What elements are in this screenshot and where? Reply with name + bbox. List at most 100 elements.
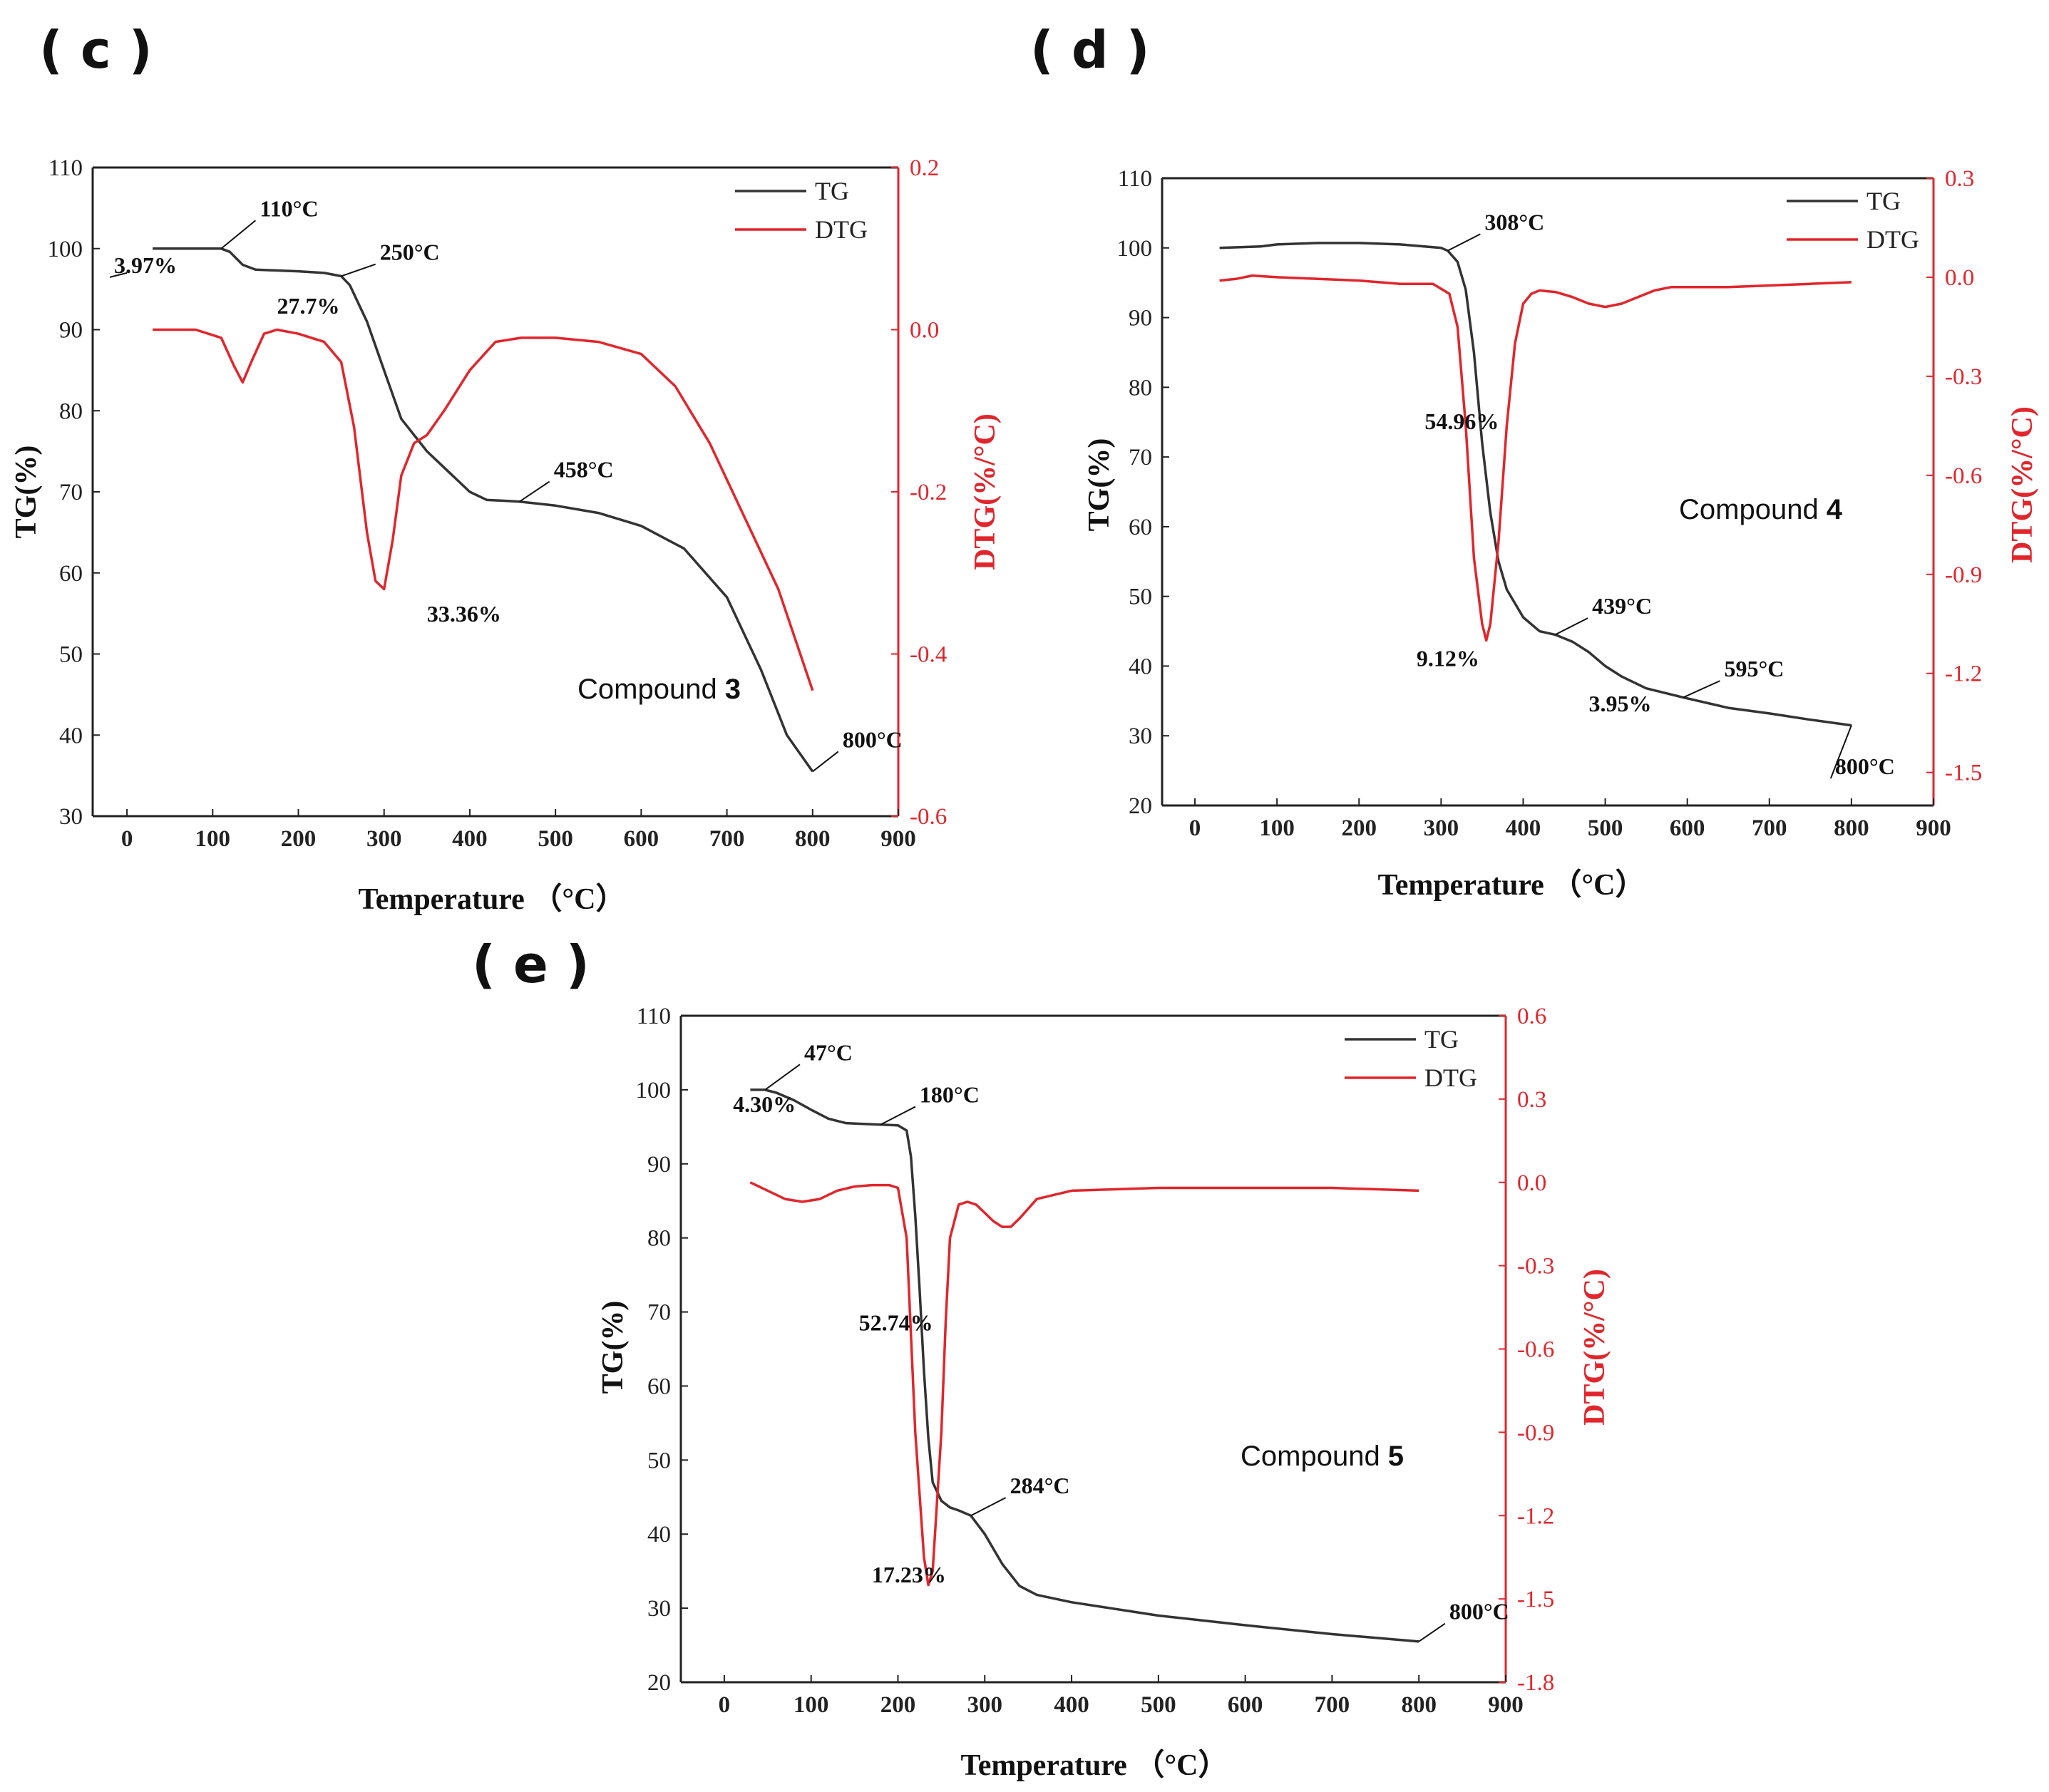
y2-tick-label: -1.2 (1517, 1503, 1554, 1529)
y-tick-label: 90 (1129, 306, 1152, 331)
x-tick-label: 200 (1342, 815, 1377, 841)
annotation-pointer (970, 1497, 1007, 1517)
panel-label: ( d ) (1030, 20, 1149, 80)
compound-number: 3 (725, 674, 741, 705)
x-tick-label: 300 (1424, 815, 1459, 841)
annotation-label: 458°C (554, 457, 614, 483)
y-tick-label: 40 (647, 1522, 671, 1548)
y-tick-label: 100 (1117, 236, 1153, 262)
annotation-pointer (1829, 725, 1852, 779)
legend-label-tg: TG (815, 177, 849, 205)
chart-panel-0: ( c ) 0 100 200 300 400 500 600 700 800 900 30 40 50 6… (10, 20, 1002, 916)
x-tick-label: 800 (795, 826, 831, 852)
y2-tick-label: 0.6 (1517, 1004, 1546, 1029)
compound-prefix: Compound (577, 674, 725, 705)
y2-tick-label: 0.0 (1517, 1170, 1546, 1196)
x-tick-label: 600 (1228, 1692, 1263, 1718)
y2-tick-label: -0.9 (1945, 562, 1982, 588)
y-axis-title: TG(%) (1083, 438, 1116, 532)
annotation-label: 250°C (380, 240, 440, 265)
y2-tick-label: -0.3 (1945, 364, 1982, 390)
legend-label-dtg: DTG (1866, 225, 1919, 254)
annotation-label: 17.23% (872, 1562, 946, 1587)
annotation-label: 180°C (920, 1082, 980, 1108)
y-tick-label: 50 (1129, 585, 1152, 610)
y2-tick-label: -0.4 (910, 642, 947, 668)
annotation-label: 3.97% (114, 252, 177, 278)
x-tick-label: 100 (1259, 815, 1295, 841)
x-tick-label: 0 (1189, 815, 1201, 841)
compound-prefix: Compound (1241, 1441, 1388, 1472)
legend-label-tg: TG (1866, 187, 1901, 215)
annotation-label: 439°C (1592, 593, 1652, 619)
y2-tick-label: -0.2 (910, 480, 947, 505)
y-tick-label: 70 (1129, 445, 1152, 470)
compound-number: 5 (1388, 1441, 1404, 1472)
annotation-pointer (220, 220, 257, 249)
y-tick-label: 20 (647, 1670, 671, 1696)
annotation-label: 4.30% (733, 1091, 796, 1117)
y-tick-label: 110 (1118, 166, 1152, 192)
y2-tick-label: -0.9 (1517, 1420, 1554, 1446)
y2-tick-label: -0.3 (1517, 1254, 1554, 1279)
annotation-pointer (1554, 617, 1588, 636)
x-axis-title: Temperature （°C） (359, 882, 626, 916)
series-line-dtg (1219, 274, 1852, 642)
chart-panel-1: ( d ) 0 100 200 300 400 500 600 700 800 900 20 30 40 5… (1030, 20, 2039, 902)
annotation-label: 54.96% (1424, 408, 1499, 434)
y2-tick-label: -0.6 (910, 804, 947, 830)
x-axis-title: Temperature （°C） (1378, 868, 1645, 902)
y2-tick-label: -0.6 (1517, 1337, 1554, 1363)
x-tick-label: 700 (1752, 815, 1787, 841)
y2-axis-title: DTG(%/°C) (969, 413, 1002, 570)
series-line-dtg (153, 328, 814, 691)
annotation-label: 800°C (843, 726, 903, 752)
compound-label: Compound 3 (577, 674, 741, 705)
x-tick-label: 0 (121, 826, 133, 852)
y2-tick-label: 0.3 (1945, 166, 1974, 192)
compound-prefix: Compound (1679, 494, 1827, 525)
y-tick-label: 100 (48, 237, 83, 262)
y-tick-label: 50 (59, 642, 83, 668)
y2-tick-label: 0.0 (910, 318, 939, 344)
y-tick-label: 60 (647, 1374, 671, 1399)
x-tick-label: 600 (1670, 815, 1705, 841)
annotation-label: 800°C (1835, 753, 1895, 779)
y-tick-label: 70 (647, 1300, 671, 1326)
annotation-label: 800°C (1449, 1599, 1509, 1624)
x-tick-label: 800 (1834, 815, 1869, 841)
x-tick-label: 300 (967, 1692, 1003, 1718)
y-tick-label: 40 (59, 723, 83, 748)
y-tick-label: 20 (1129, 793, 1152, 819)
x-tick-label: 0 (719, 1692, 731, 1718)
annotation-pointer (519, 480, 550, 503)
x-axis-title: Temperature （°C） (961, 1749, 1228, 1782)
y2-tick-label: -1.5 (1517, 1587, 1554, 1612)
x-tick-label: 100 (195, 826, 231, 852)
y-tick-label: 60 (59, 561, 83, 587)
annotation-pointer (764, 1064, 801, 1091)
y2-axis-title: DTG(%/°C) (1578, 1269, 1611, 1426)
y2-tick-label: 0.0 (1945, 265, 1974, 291)
compound-label: Compound 4 (1679, 494, 1843, 525)
x-tick-label: 700 (1315, 1692, 1350, 1718)
annotation-label: 308°C (1484, 209, 1544, 235)
y-tick-label: 60 (1129, 515, 1152, 540)
y2-tick-label: 0.3 (1517, 1087, 1546, 1113)
y2-tick-label: -0.6 (1945, 463, 1982, 489)
y-tick-label: 100 (636, 1078, 672, 1103)
annotation-label: 52.74% (859, 1310, 933, 1336)
x-tick-label: 900 (1916, 815, 1951, 841)
y-tick-label: 80 (1129, 375, 1152, 401)
x-tick-label: 700 (709, 826, 745, 852)
annotation-label: 3.95% (1589, 691, 1652, 716)
legend-label-dtg: DTG (815, 215, 868, 244)
y-tick-label: 30 (59, 804, 83, 830)
compound-number: 4 (1827, 494, 1843, 525)
x-tick-label: 400 (1506, 815, 1541, 841)
legend-label-dtg: DTG (1424, 1064, 1477, 1092)
x-tick-label: 600 (624, 826, 659, 852)
y-axis-title: TG(%) (597, 1301, 630, 1394)
y2-tick-label: 0.2 (910, 155, 939, 181)
compound-label: Compound 5 (1241, 1441, 1404, 1472)
